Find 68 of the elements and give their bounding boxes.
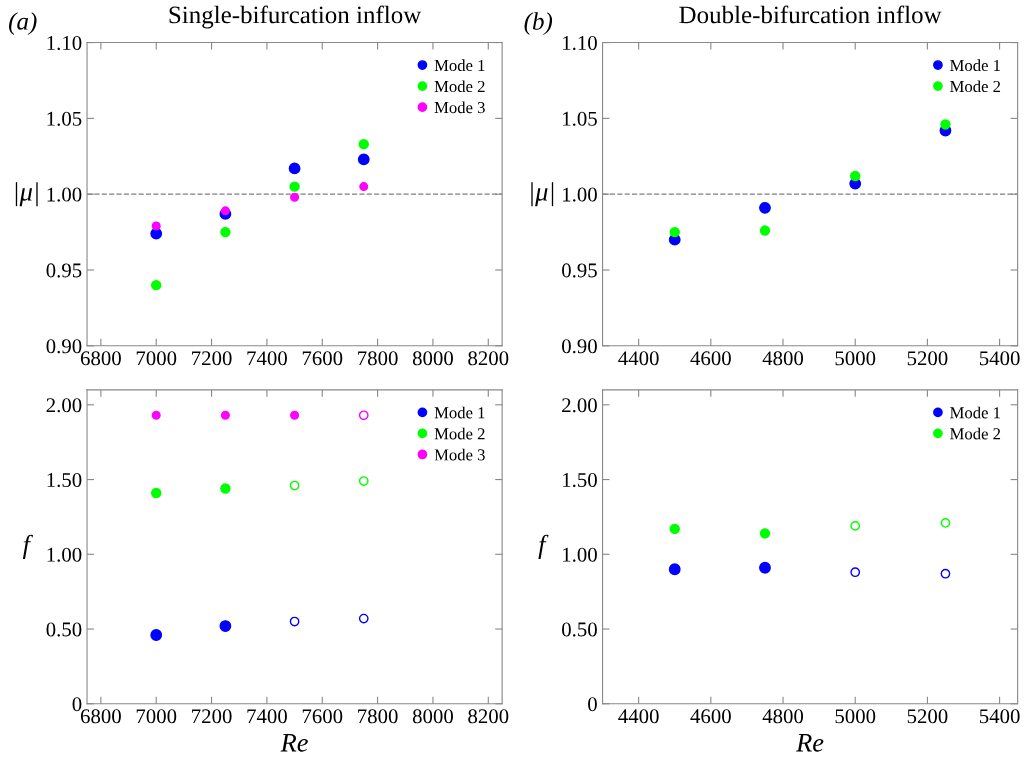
legend-label: Mode 1 <box>950 59 1000 72</box>
y-axis-title: f <box>538 534 549 559</box>
x-tick-label: 5200 <box>907 351 948 366</box>
y-tick-label: 1.50 <box>47 472 82 488</box>
x-tick-label: 4800 <box>762 351 804 366</box>
legend-label: Mode 2 <box>434 80 485 93</box>
legend-label: Mode 1 <box>950 406 1000 419</box>
legend-label: Mode 1 <box>434 59 485 72</box>
x-tick-label: 6800 <box>80 709 121 724</box>
y-tick-label: 1.10 <box>563 35 597 51</box>
y-tick-label: 1.10 <box>47 35 82 51</box>
y-tick-label: 0.50 <box>562 622 597 637</box>
x-tick-label: 4800 <box>762 709 804 724</box>
text: (a) <box>9 12 37 35</box>
y-axis-title: |μ| <box>531 182 554 207</box>
x-tick-label: 7800 <box>358 351 398 366</box>
x-tick-label: 5400 <box>979 709 1020 724</box>
x-tick-label: 7600 <box>302 351 343 366</box>
y-axis-title: f <box>22 534 33 559</box>
x-tick-label: 7800 <box>358 709 398 724</box>
legend-label: Mode 2 <box>950 80 1001 93</box>
x-tick-label: 4400 <box>618 351 659 366</box>
y-tick-label: 1.00 <box>47 547 82 562</box>
y-tick-label: 2.00 <box>46 398 82 413</box>
y-tick-label: 1.00 <box>563 187 597 202</box>
y-tick-label: 1.05 <box>563 111 597 126</box>
x-tick-label: 4600 <box>690 351 731 366</box>
y-tick-label: 0.90 <box>562 339 597 354</box>
legend-label: Mode 3 <box>434 448 485 461</box>
y-tick-label: 2.00 <box>562 398 597 413</box>
legend-label: Mode 3 <box>434 101 485 114</box>
x-tick-label: 4600 <box>690 709 731 724</box>
y-tick-label: 1.05 <box>47 111 82 126</box>
x-tick-label: 8000 <box>412 351 453 366</box>
y-tick-label: 0.50 <box>46 622 82 637</box>
x-tick-label: 8000 <box>412 709 453 724</box>
y-tick-label: 0 <box>588 697 597 712</box>
chart-title: Single-bifurcation inflow <box>169 5 422 29</box>
x-tick-label: 7000 <box>136 351 177 366</box>
x-tick-label: 7600 <box>302 709 343 724</box>
x-axis-title: Re <box>796 734 824 752</box>
legend-label: Mode 1 <box>434 406 485 419</box>
y-tick-label: 0.95 <box>46 263 82 278</box>
y-tick-label: 1.00 <box>563 547 597 562</box>
legend-label: Mode 2 <box>950 427 1001 440</box>
x-tick-label: 5000 <box>835 709 876 724</box>
y-tick-label: 0.95 <box>562 263 597 278</box>
x-tick-label: 8200 <box>468 351 509 366</box>
x-tick-label: 7200 <box>192 351 232 366</box>
x-tick-label: 5000 <box>835 351 876 366</box>
y-tick-label: 0 <box>72 697 82 712</box>
y-axis-title: |μ| <box>15 182 38 207</box>
x-tick-label: 8200 <box>468 709 509 724</box>
x-axis-title: Re <box>280 734 308 752</box>
x-tick-label: 5200 <box>907 709 948 724</box>
x-tick-label: 7200 <box>192 709 232 724</box>
x-tick-label: 6800 <box>80 351 121 366</box>
chart-title: Double-bifurcation inflow <box>679 5 942 24</box>
x-tick-label: 7000 <box>136 709 177 724</box>
x-tick-label: 7400 <box>247 351 287 366</box>
x-tick-label: 5400 <box>979 351 1020 366</box>
text: (b) <box>524 12 553 35</box>
y-tick-label: 1.50 <box>563 472 597 488</box>
x-tick-label: 7400 <box>247 709 287 724</box>
x-tick-label: 4400 <box>618 709 659 724</box>
y-tick-label: 1.00 <box>47 187 82 202</box>
y-tick-label: 0.90 <box>46 339 82 354</box>
legend-label: Mode 2 <box>434 427 485 440</box>
